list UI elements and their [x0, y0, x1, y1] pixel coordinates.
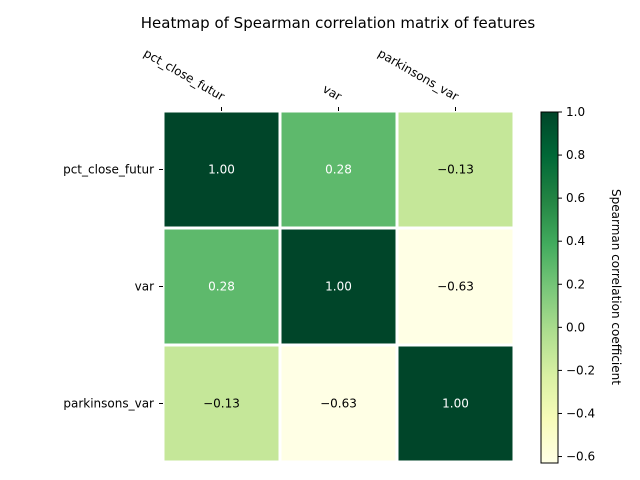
colorbar-gradient [540, 111, 559, 464]
heatmap-cells: 1.00 0.28 −0.13 0.28 1.00 −0.63 −0.13 −0.63 1.00 [161, 109, 516, 464]
heatmap-cell [395, 226, 516, 347]
cell-annotation: −0.13 [203, 397, 240, 411]
colorbar-tick-label: −0.4 [566, 406, 595, 420]
column-label: var [320, 82, 344, 104]
colorbar-tick-label: 1.0 [566, 105, 585, 119]
colorbar-ticks: 1.0 0.8 0.6 0.4 0.2 0.0 −0.2 −0.4 −0.6 [558, 105, 595, 464]
chart-title: Heatmap of Spearman correlation matrix o… [141, 14, 536, 32]
colorbar-tick-label: 0.2 [566, 277, 585, 291]
colorbar-label: Spearman correlation coefficient [609, 189, 623, 385]
colorbar-tick-label: 0.8 [566, 148, 585, 162]
colorbar: 1.0 0.8 0.6 0.4 0.2 0.0 −0.2 −0.4 −0.6 Spearman … [540, 105, 623, 464]
cell-annotation: 0.28 [325, 163, 352, 177]
colorbar-tick-label: 0.6 [566, 191, 585, 205]
colorbar-tick-label: 0.4 [566, 234, 585, 248]
row-label: pct_close_futur [63, 163, 154, 177]
cell-annotation: −0.63 [320, 397, 357, 411]
row-label: parkinsons_var [63, 397, 154, 411]
heatmap-cell [395, 343, 516, 464]
heatmap-cell [161, 343, 282, 464]
cell-annotation: 0.28 [208, 280, 235, 294]
cell-annotation: 1.00 [442, 397, 469, 411]
cell-annotation: 1.00 [325, 280, 352, 294]
column-label: parkinsons_var [376, 46, 462, 103]
colorbar-tick-label: −0.6 [566, 450, 595, 464]
cell-annotation: −0.63 [437, 280, 474, 294]
colorbar-tick-label: −0.2 [566, 363, 595, 377]
cell-annotation: 1.00 [208, 163, 235, 177]
cell-annotation: −0.13 [437, 163, 474, 177]
heatmap-cell [278, 343, 399, 464]
column-label: pct_close_futur [141, 46, 227, 104]
row-label: var [135, 280, 154, 294]
heatmap-cell [278, 109, 399, 230]
colorbar-tick-label: 0.0 [566, 320, 585, 334]
